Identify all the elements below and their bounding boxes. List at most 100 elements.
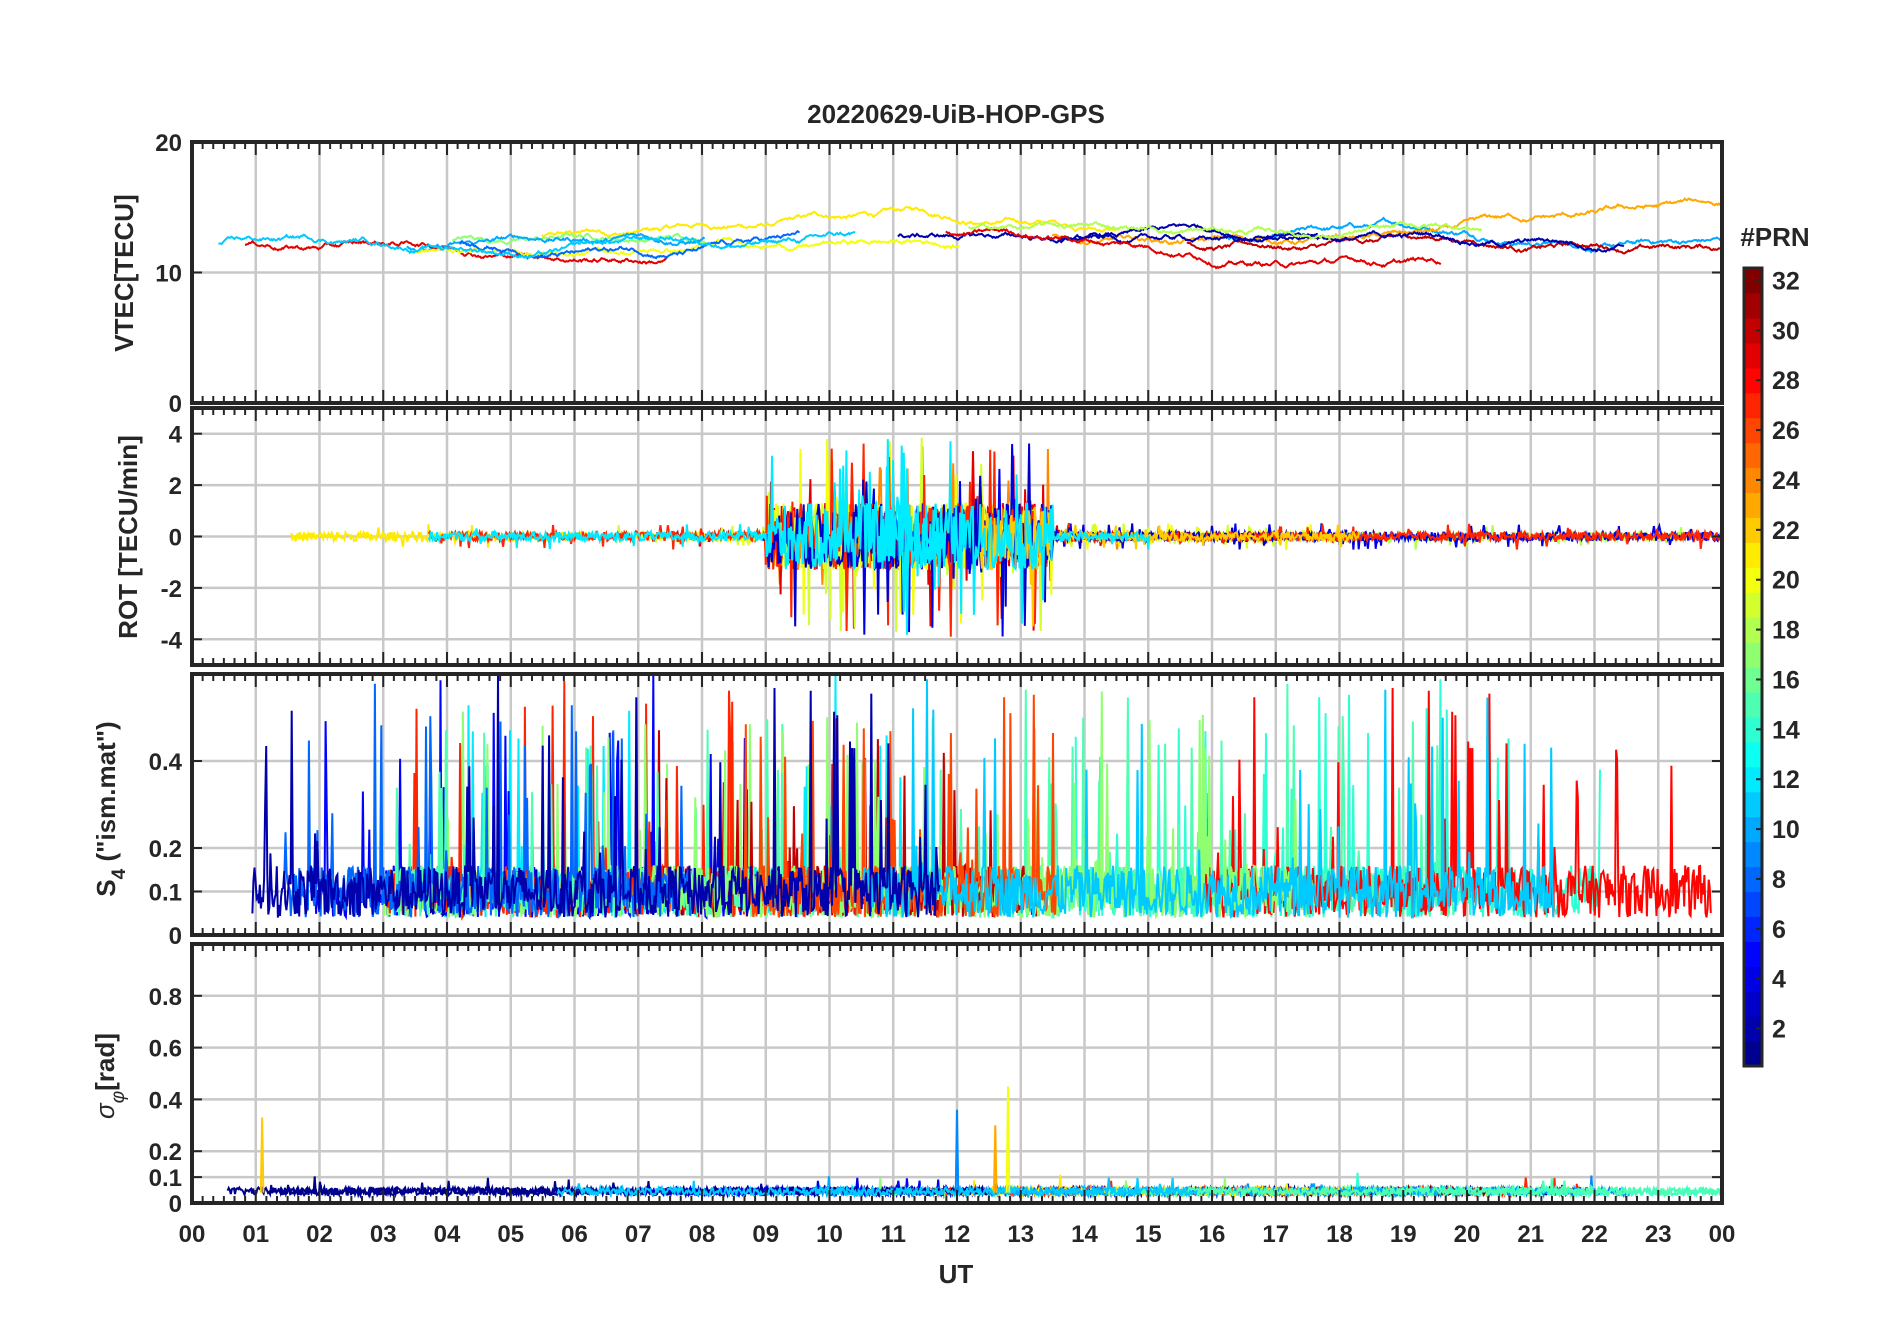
vtec-trace xyxy=(406,232,706,254)
colorbar-segment xyxy=(1744,866,1762,893)
sigphi-ylabel-main: σ xyxy=(90,1102,120,1119)
sigphi-spike xyxy=(259,1117,265,1193)
colorbar-segment xyxy=(1744,617,1762,643)
x-tick-label: 19 xyxy=(1390,1221,1417,1248)
colorbar-segment xyxy=(1744,417,1762,444)
x-tick-label: 10 xyxy=(816,1221,843,1248)
x-tick-label: 07 xyxy=(625,1221,652,1248)
rot-ytick-label: -4 xyxy=(161,627,183,654)
x-tick-label: 00 xyxy=(1709,1221,1736,1248)
colorbar-segment xyxy=(1744,716,1762,743)
colorbar-segment xyxy=(1744,567,1762,593)
panel-rot: ROT [TECU/min] -4 -2 0 2 4 xyxy=(113,406,1724,667)
sigphi-axes-box xyxy=(190,942,1724,1205)
colorbar-segment xyxy=(1744,991,1762,1017)
colorbar-tick-label: 4 xyxy=(1772,966,1786,994)
colorbar-segment xyxy=(1744,791,1762,818)
rot-ytick-label: 2 xyxy=(169,473,182,500)
chart-title: 20220629-UiB-HOP-GPS xyxy=(807,99,1105,129)
colorbar-tick-label: 26 xyxy=(1772,417,1800,445)
vtec-ylabel: VTEC[TECU] xyxy=(109,194,139,351)
panel-sigphi: σφ[rad] 00.10.2 0.4 0.6 0.8 xyxy=(90,942,1724,1218)
sigphi-ytick-label: 0.2 xyxy=(149,1139,182,1166)
sigphi-series xyxy=(226,1086,1723,1200)
vtec-trace xyxy=(1051,197,1723,246)
colorbar-tick-label: 18 xyxy=(1772,617,1800,645)
vtec-trace xyxy=(541,205,1120,238)
rot-trace xyxy=(884,439,1151,624)
sigphi-spike xyxy=(1005,1086,1011,1193)
x-tick-label: 04 xyxy=(434,1221,461,1248)
colorbar-segment xyxy=(1744,442,1762,469)
sigphi-trace xyxy=(1106,1178,1723,1199)
s4-trace xyxy=(861,679,1555,919)
vtec-trace xyxy=(1227,216,1723,254)
x-tick-label: 21 xyxy=(1517,1221,1544,1248)
colorbar-tick-label: 16 xyxy=(1772,666,1800,694)
s4-ytick-label: 0.1 xyxy=(149,880,182,907)
colorbar-tick-label: 6 xyxy=(1772,916,1786,944)
x-tick-label: 20 xyxy=(1454,1221,1481,1248)
x-tick-label: 01 xyxy=(242,1221,269,1248)
s4-trace xyxy=(251,673,941,918)
x-tick-label: 14 xyxy=(1071,1221,1098,1248)
sigphi-trace xyxy=(226,1177,618,1199)
colorbar-tick-label: 10 xyxy=(1772,816,1800,844)
x-tick-label: 11 xyxy=(881,1221,906,1248)
x-tick-label: 09 xyxy=(752,1221,779,1248)
colorbar-segment xyxy=(1744,667,1762,693)
colorbar-segment xyxy=(1744,1016,1762,1042)
colorbar-tick-label: 8 xyxy=(1772,866,1786,894)
colorbar-segment xyxy=(1744,542,1762,568)
colorbar-segment xyxy=(1744,268,1762,294)
vtec-trace xyxy=(967,220,1483,240)
colorbar-segment xyxy=(1744,292,1762,319)
rot-axes-box xyxy=(190,406,1724,667)
sigphi-ytick-label: 0.1 xyxy=(149,1165,182,1192)
colorbar-segment xyxy=(1744,467,1762,494)
colorbar-segment xyxy=(1744,392,1762,419)
sigphi-ylabel-sub: φ xyxy=(108,1091,129,1103)
colorbar-segment xyxy=(1744,592,1762,618)
s4-ylabel-main: S xyxy=(91,879,121,896)
panel-s4: S4 ("ism.mat") 0 0.1 0.2 0.4 xyxy=(91,672,1724,950)
x-tick-label: 22 xyxy=(1581,1221,1608,1248)
rot-ylabel: ROT [TECU/min] xyxy=(113,435,143,639)
vtec-trace xyxy=(218,231,856,259)
colorbar-segment xyxy=(1744,841,1762,868)
rot-series xyxy=(290,437,1723,637)
s4-ylabel: S4 ("ism.mat") xyxy=(91,721,130,896)
colorbar-tick-label: 22 xyxy=(1772,517,1800,545)
colorbar-segment xyxy=(1744,492,1762,518)
colorbar-tick-label: 14 xyxy=(1772,716,1800,744)
rot-ytick-label: -2 xyxy=(161,576,182,603)
colorbar-tick-label: 12 xyxy=(1772,766,1800,794)
sigphi-trace xyxy=(556,1177,1198,1199)
colorbar-tick-label: 20 xyxy=(1772,567,1800,595)
x-tick-label: 05 xyxy=(497,1221,524,1248)
s4-ytick-label: 0 xyxy=(169,923,182,950)
colorbar-tick-label: 24 xyxy=(1772,467,1800,495)
x-tick-label: 17 xyxy=(1262,1221,1289,1248)
vtec-ytick-label: 20 xyxy=(155,130,182,157)
x-tick-label: 16 xyxy=(1199,1221,1226,1248)
sigphi-spike xyxy=(992,1125,998,1193)
x-tick-label: 13 xyxy=(1007,1221,1034,1248)
vtec-ytick-label: 0 xyxy=(169,391,182,418)
s4-series xyxy=(251,673,1712,921)
vtec-trace xyxy=(459,229,800,260)
sigphi-ylabel: σφ[rad] xyxy=(90,1033,129,1119)
s4-ytick-label: 0.2 xyxy=(149,836,182,863)
vtec-trace xyxy=(451,232,710,246)
sigphi-ylabel-rest: [rad] xyxy=(90,1033,120,1091)
sigphi-ytick-label: 0 xyxy=(169,1191,182,1218)
x-tick-label: 00 xyxy=(179,1221,206,1248)
colorbar-segment xyxy=(1744,367,1762,394)
colorbar-tick-label: 28 xyxy=(1772,367,1800,395)
colorbar-segment xyxy=(1744,741,1762,768)
rot-ytick-label: 4 xyxy=(169,422,183,449)
sigphi-spike xyxy=(954,1109,960,1193)
x-tick-label: 02 xyxy=(306,1221,333,1248)
colorbar-label: #PRN xyxy=(1740,222,1809,252)
